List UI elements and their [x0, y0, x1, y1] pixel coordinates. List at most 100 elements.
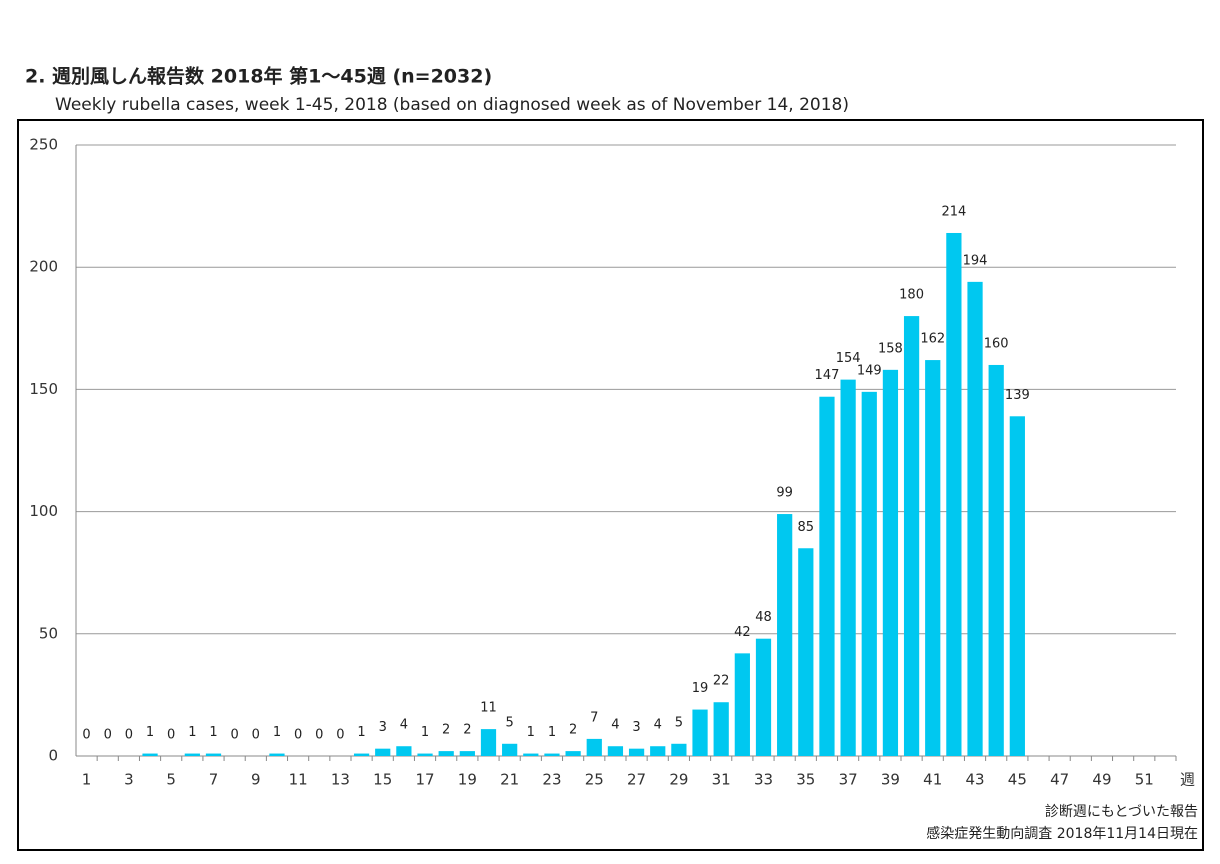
bar: [671, 743, 687, 756]
value-label: 1: [146, 725, 154, 740]
y-tick-label: 200: [29, 258, 58, 276]
value-label: 19: [692, 681, 709, 696]
x-tick-label: 41: [923, 771, 942, 789]
value-label: 180: [899, 288, 924, 303]
bar: [544, 753, 560, 756]
x-tick-label: 21: [500, 771, 519, 789]
x-tick-label: 15: [373, 771, 392, 789]
value-label: 7: [590, 710, 598, 725]
value-label: 0: [125, 728, 133, 743]
value-label: 162: [920, 332, 945, 347]
source: 感染症発生動向調査 2018年11月14日現在: [926, 825, 1198, 842]
x-tick-label: 45: [1008, 771, 1027, 789]
y-tick-label: 0: [48, 747, 58, 765]
value-label: 154: [836, 351, 861, 366]
bar: [502, 743, 518, 756]
bar: [523, 753, 539, 756]
y-tick-label: 50: [39, 624, 58, 642]
value-label: 5: [506, 715, 514, 730]
bar: [777, 514, 793, 756]
value-label: 0: [231, 728, 239, 743]
value-label: 85: [798, 520, 815, 535]
x-tick-label: 1: [82, 771, 92, 789]
x-tick-label: 13: [331, 771, 350, 789]
value-label: 1: [527, 725, 535, 740]
x-tick-label: 9: [251, 771, 261, 789]
value-label: 5: [675, 715, 683, 730]
value-label: 2: [569, 723, 577, 738]
bar: [755, 638, 772, 756]
x-tick-label: 35: [796, 771, 815, 789]
y-tick-label: 100: [29, 502, 58, 520]
value-label: 149: [857, 363, 882, 378]
value-label: 0: [167, 728, 175, 743]
value-label: 160: [984, 336, 1009, 351]
bar: [353, 753, 370, 756]
bar: [946, 232, 962, 756]
x-tick-label: 39: [881, 771, 900, 789]
bar: [459, 751, 475, 756]
bar: [586, 738, 602, 756]
x-tick-label: 3: [124, 771, 134, 789]
value-label: 1: [421, 725, 429, 740]
value-label: 4: [611, 718, 619, 733]
bar: [925, 360, 941, 756]
y-tick-label: 150: [29, 380, 58, 398]
value-label: 4: [654, 718, 662, 733]
value-label: 0: [104, 728, 112, 743]
x-tick-label: 37: [839, 771, 858, 789]
value-label: 214: [941, 204, 966, 219]
bar: [819, 396, 835, 756]
x-tick-label: 33: [754, 771, 773, 789]
bar: [269, 753, 285, 756]
value-label: 1: [188, 725, 196, 740]
bar: [882, 369, 899, 756]
x-tick-label: 7: [209, 771, 219, 789]
x-tick-label: 19: [458, 771, 477, 789]
value-label: 48: [755, 610, 772, 625]
value-label: 3: [379, 720, 387, 735]
x-tick-label: 31: [712, 771, 731, 789]
value-label: 0: [336, 728, 344, 743]
value-label: 42: [734, 625, 751, 640]
value-label: 22: [713, 674, 730, 689]
bar: [840, 379, 856, 756]
bar: [650, 746, 666, 756]
value-label: 1: [548, 725, 556, 740]
x-axis-label: 週: [1180, 771, 1195, 789]
value-label: 2: [463, 723, 471, 738]
bar: [565, 751, 581, 756]
x-tick-label: 47: [1050, 771, 1069, 789]
value-label: 139: [1005, 388, 1030, 403]
bar: [988, 364, 1004, 756]
x-tick-label: 25: [585, 771, 604, 789]
value-label: 0: [82, 728, 90, 743]
value-label: 2: [442, 723, 450, 738]
value-label: 0: [294, 728, 302, 743]
bar: [692, 709, 708, 756]
x-tick-label: 29: [669, 771, 688, 789]
value-label: 4: [400, 718, 408, 733]
bar: [396, 746, 412, 756]
bar: [1009, 416, 1025, 756]
x-tick-label: 49: [1092, 771, 1111, 789]
bar: [798, 548, 814, 756]
bar: [480, 729, 497, 756]
bar: [967, 281, 983, 756]
bar: [628, 748, 645, 756]
value-label: 3: [632, 720, 640, 735]
bar: [903, 316, 920, 756]
x-tick-label: 43: [965, 771, 984, 789]
chart-subtitle: Weekly rubella cases, week 1-45, 2018 (b…: [55, 95, 849, 115]
value-label: 1: [273, 725, 281, 740]
x-tick-label: 27: [627, 771, 646, 789]
bar: [375, 748, 391, 756]
bar: [417, 753, 433, 756]
bar: [184, 753, 200, 756]
value-label: 1: [209, 725, 217, 740]
bar: [438, 751, 454, 756]
bar: [734, 653, 750, 756]
chart-title: 2. 週別風しん報告数 2018年 第1～45週 (n=2032): [25, 65, 492, 88]
chart-frame: [17, 119, 1204, 851]
